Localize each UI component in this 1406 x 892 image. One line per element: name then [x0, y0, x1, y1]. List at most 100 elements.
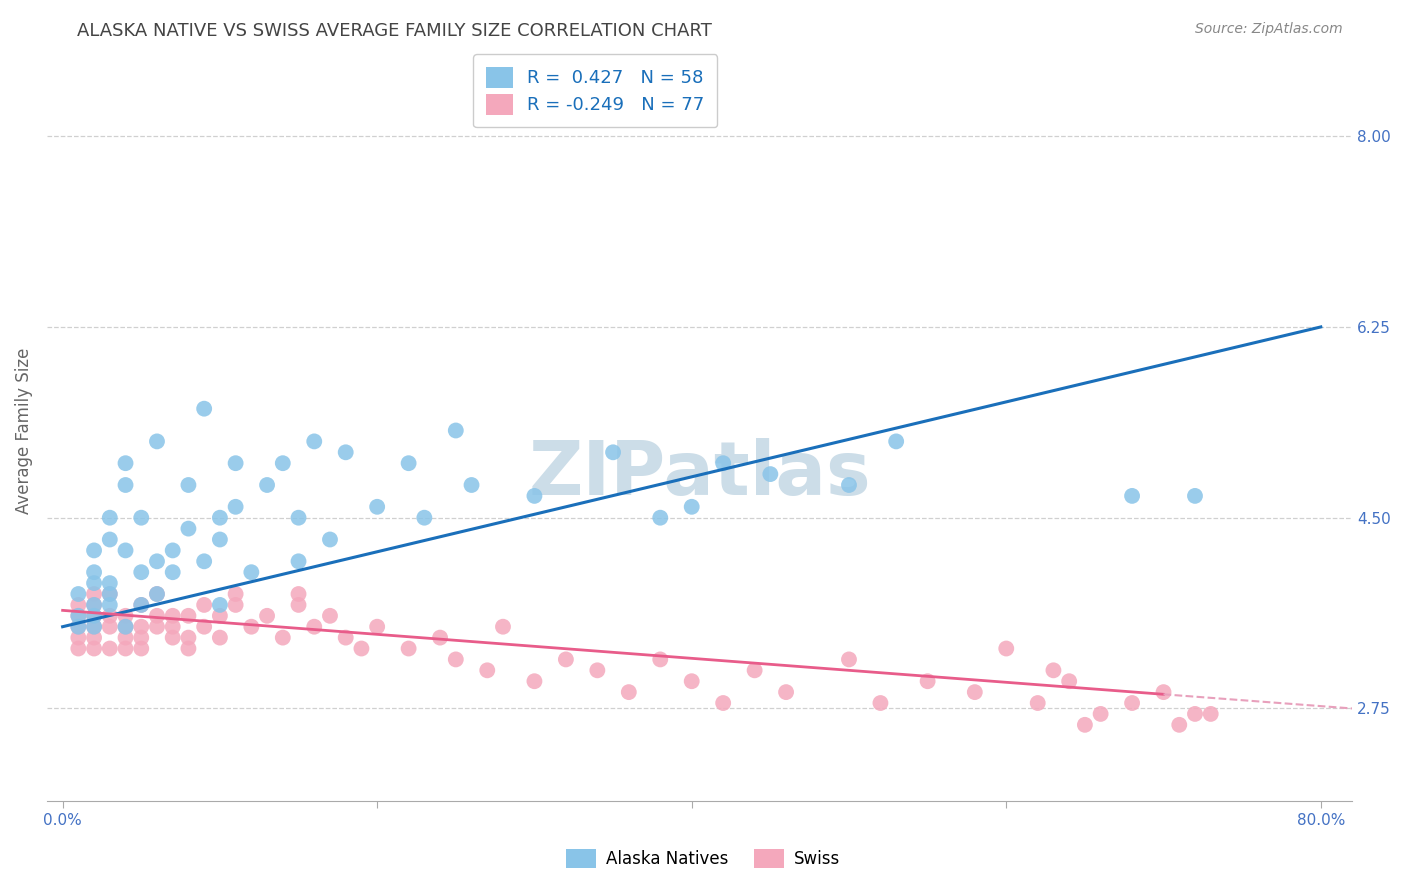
Point [98, 587, 121, 601]
Point [884, 434, 907, 449]
Legend: R =  0.427   N = 58, R = -0.249   N = 77: R = 0.427 N = 58, R = -0.249 N = 77 [472, 54, 717, 128]
Point [492, 620, 515, 634]
Point [602, 445, 624, 459]
Point [114, 608, 136, 623]
Point [287, 554, 309, 568]
Point [67, 608, 90, 623]
Point [83, 576, 105, 591]
Point [146, 608, 169, 623]
Point [963, 685, 986, 699]
Point [1153, 685, 1175, 699]
Point [83, 587, 105, 601]
Point [1168, 718, 1191, 732]
Point [208, 598, 231, 612]
Point [1184, 706, 1206, 721]
Point [129, 510, 152, 524]
Point [146, 587, 169, 601]
Point [838, 478, 860, 492]
Point [319, 533, 342, 547]
Point [271, 631, 294, 645]
Point [586, 663, 609, 677]
Point [869, 696, 891, 710]
Point [98, 587, 121, 601]
Point [114, 641, 136, 656]
Point [98, 608, 121, 623]
Point [114, 543, 136, 558]
Point [271, 456, 294, 470]
Point [1074, 718, 1097, 732]
Point [523, 674, 546, 689]
Point [650, 510, 672, 524]
Point [208, 533, 231, 547]
Point [917, 674, 939, 689]
Point [444, 652, 467, 666]
Point [744, 663, 766, 677]
Point [1042, 663, 1064, 677]
Point [1121, 696, 1143, 710]
Point [1184, 489, 1206, 503]
Point [98, 576, 121, 591]
Point [177, 522, 200, 536]
Point [98, 510, 121, 524]
Text: ALASKA NATIVE VS SWISS AVERAGE FAMILY SIZE CORRELATION CHART: ALASKA NATIVE VS SWISS AVERAGE FAMILY SI… [77, 22, 713, 40]
Point [83, 598, 105, 612]
Point [114, 456, 136, 470]
Point [335, 631, 357, 645]
Point [83, 641, 105, 656]
Point [129, 620, 152, 634]
Point [98, 598, 121, 612]
Point [759, 467, 782, 481]
Point [146, 554, 169, 568]
Point [413, 510, 436, 524]
Point [83, 608, 105, 623]
Point [208, 510, 231, 524]
Point [366, 620, 388, 634]
Point [193, 620, 215, 634]
Point [429, 631, 451, 645]
Point [477, 663, 499, 677]
Point [711, 456, 734, 470]
Point [146, 620, 169, 634]
Point [83, 543, 105, 558]
Point [67, 631, 90, 645]
Point [83, 620, 105, 634]
Text: ZIPatlas: ZIPatlas [529, 439, 870, 511]
Point [775, 685, 797, 699]
Point [304, 434, 326, 449]
Point [67, 620, 90, 634]
Point [650, 652, 672, 666]
Point [162, 608, 184, 623]
Point [67, 641, 90, 656]
Point [162, 620, 184, 634]
Point [1057, 674, 1080, 689]
Point [177, 631, 200, 645]
Point [208, 631, 231, 645]
Point [114, 620, 136, 634]
Point [98, 533, 121, 547]
Point [838, 652, 860, 666]
Legend: Alaska Natives, Swiss: Alaska Natives, Swiss [560, 842, 846, 875]
Point [398, 456, 420, 470]
Point [256, 478, 278, 492]
Point [146, 587, 169, 601]
Point [98, 641, 121, 656]
Point [114, 620, 136, 634]
Point [67, 620, 90, 634]
Point [225, 587, 247, 601]
Point [240, 620, 263, 634]
Point [225, 456, 247, 470]
Point [177, 608, 200, 623]
Point [1199, 706, 1222, 721]
Point [98, 620, 121, 634]
Point [225, 500, 247, 514]
Point [177, 478, 200, 492]
Point [398, 641, 420, 656]
Point [523, 489, 546, 503]
Point [335, 445, 357, 459]
Point [287, 587, 309, 601]
Text: Source: ZipAtlas.com: Source: ZipAtlas.com [1195, 22, 1343, 37]
Point [162, 631, 184, 645]
Point [83, 598, 105, 612]
Point [460, 478, 482, 492]
Point [146, 434, 169, 449]
